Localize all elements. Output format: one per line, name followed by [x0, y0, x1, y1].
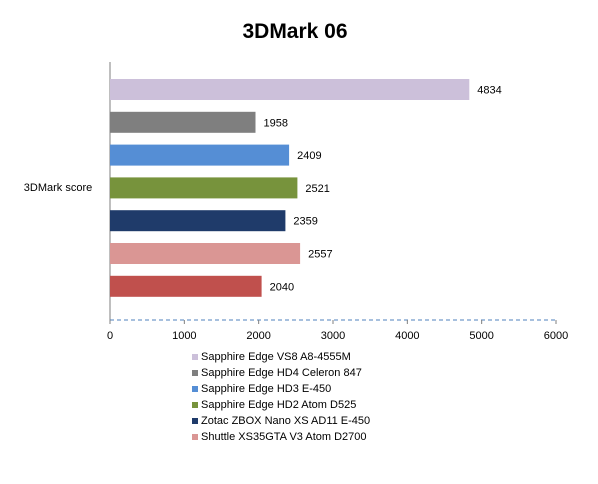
chart-title: 3DMark 06 — [242, 20, 347, 43]
value-label-5: 2359 — [293, 216, 317, 228]
x-tick-label-4000: 4000 — [395, 330, 419, 342]
legend-label: Sapphire Edge VS8 A8-4555M — [201, 351, 351, 363]
legend-item-2: Sapphire Edge HD4 Celeron 847 — [192, 365, 370, 381]
x-tick-label-5000: 5000 — [469, 330, 493, 342]
legend: Sapphire Edge VS8 A8-4555M Sapphire Edge … — [192, 349, 370, 445]
x-tick-label-3000: 3000 — [321, 330, 345, 342]
value-label-3: 2409 — [297, 150, 321, 162]
bar-2 — [110, 111, 256, 133]
legend-swatch — [192, 402, 198, 408]
bars — [110, 79, 470, 297]
bar-6 — [110, 243, 301, 264]
value-label-6: 2557 — [308, 249, 332, 261]
legend-swatch — [192, 418, 198, 424]
legend-label: Sapphire Edge HD4 Celeron 847 — [201, 367, 362, 379]
category-label: 3DMark score — [24, 182, 92, 194]
value-label-1: 4834 — [477, 85, 501, 97]
bar-7 — [110, 275, 262, 297]
legend-item-5: Zotac ZBOX Nano XS AD11 E-450 — [192, 413, 370, 429]
bar-5 — [110, 210, 286, 232]
legend-swatch — [192, 434, 198, 440]
legend-label: Zotac ZBOX Nano XS AD11 E-450 — [201, 415, 371, 427]
legend-label: Shuttle XS35GTA V3 Atom D2700 — [201, 431, 367, 443]
value-label-4: 2521 — [305, 183, 329, 195]
legend-item-4: Sapphire Edge HD2 Atom D525 — [192, 397, 370, 413]
bar-3 — [110, 144, 290, 166]
x-tick-label-6000: 6000 — [544, 330, 568, 342]
legend-item-6: Shuttle XS35GTA V3 Atom D2700 — [192, 429, 370, 445]
legend-swatch — [192, 354, 198, 360]
x-tick-label-1000: 1000 — [172, 330, 196, 342]
legend-item-3: Sapphire Edge HD3 E-450 — [192, 381, 370, 397]
x-tick-label-0: 0 — [107, 330, 113, 342]
legend-swatch — [192, 386, 198, 392]
bar-1 — [110, 79, 470, 100]
legend-label: Sapphire Edge HD3 E-450 — [201, 383, 332, 395]
bar-4 — [110, 177, 298, 199]
value-labels: 4834 1958 2409 2521 2359 2557 2040 — [264, 85, 502, 294]
x-axis-ticks: 0 1000 2000 3000 4000 5000 6000 — [107, 320, 568, 342]
value-label-2: 1958 — [264, 117, 288, 129]
value-label-7: 2040 — [270, 281, 294, 293]
legend-item-1: Sapphire Edge VS8 A8-4555M — [192, 349, 370, 365]
legend-swatch — [192, 370, 198, 376]
legend-label: Sapphire Edge HD2 Atom D525 — [201, 399, 357, 411]
x-tick-label-2000: 2000 — [246, 330, 270, 342]
